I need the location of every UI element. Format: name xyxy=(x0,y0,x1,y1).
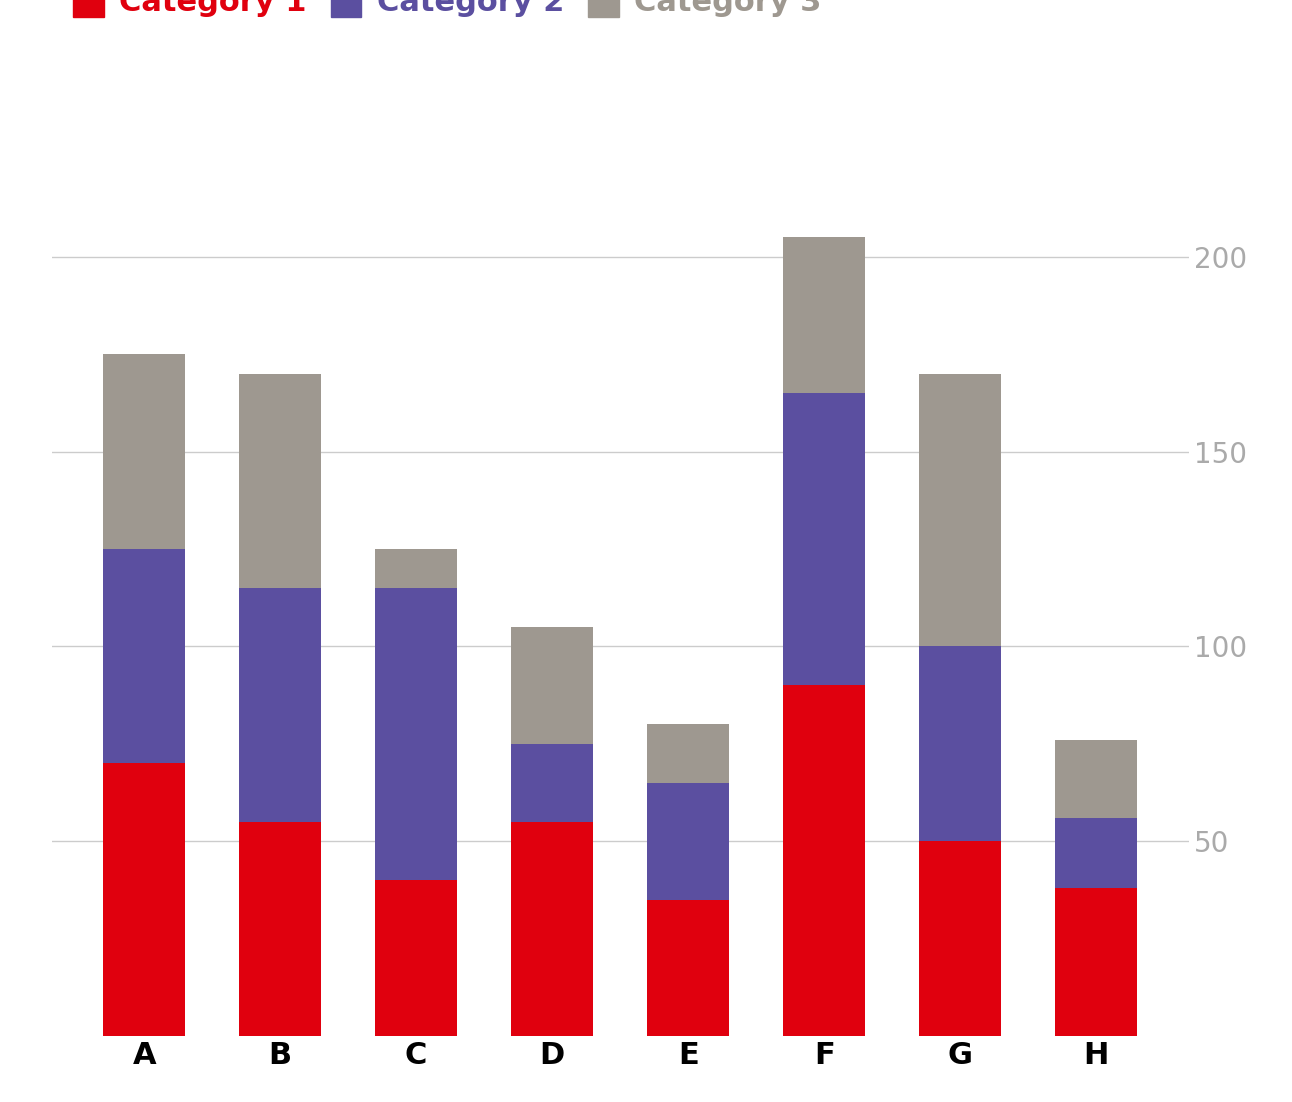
Bar xyxy=(647,899,729,1036)
Bar xyxy=(376,880,457,1036)
Bar xyxy=(239,374,320,587)
Bar xyxy=(1056,888,1137,1036)
Bar xyxy=(647,782,729,899)
Bar xyxy=(376,549,457,587)
Legend: Category 1, Category 2, Category 3: Category 1, Category 2, Category 3 xyxy=(67,0,828,23)
Bar xyxy=(783,685,864,1036)
Bar xyxy=(783,393,864,685)
Bar xyxy=(103,354,185,549)
Bar xyxy=(512,744,593,822)
Bar xyxy=(103,764,185,1036)
Bar xyxy=(920,647,1001,841)
Bar xyxy=(1056,739,1137,818)
Bar xyxy=(512,822,593,1036)
Bar xyxy=(239,822,320,1036)
Bar xyxy=(1056,818,1137,888)
Bar xyxy=(103,549,185,764)
Bar xyxy=(376,587,457,880)
Bar xyxy=(920,841,1001,1036)
Bar xyxy=(512,627,593,744)
Bar xyxy=(647,724,729,782)
Bar xyxy=(920,374,1001,647)
Bar xyxy=(239,587,320,822)
Bar xyxy=(783,237,864,393)
